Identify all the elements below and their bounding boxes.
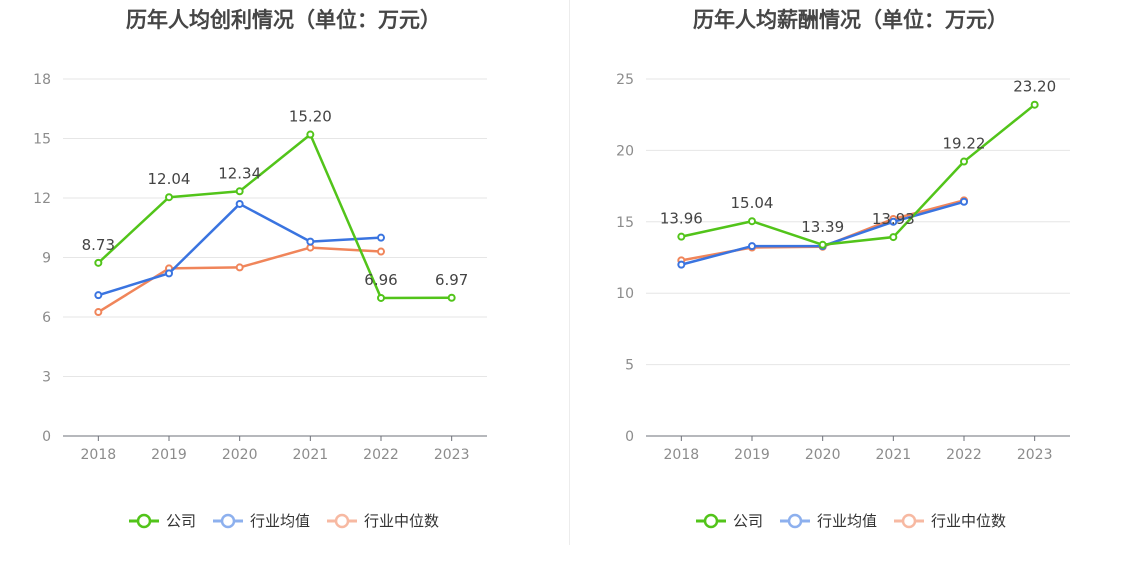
x-tick-label: 2023: [434, 447, 470, 463]
data-label: 13.93: [872, 210, 915, 228]
data-point-industry-avg: [677, 260, 686, 269]
profit-chart: 0 3 6 9 12 15 18 2018 2019 2020 2021 2022 2023 8.73 12…: [33, 72, 487, 463]
data-point-company: [960, 157, 968, 166]
chart-panel-profit: 历年人均创利情况（单位：万元） 0 3 6 9 12 15 18 2018 2019 2020 20…: [0, 8, 567, 531]
y-tick-label: 3: [42, 370, 51, 386]
series-line-company: [681, 103, 1036, 247]
salary-chart: 0 5 10 15 20 25 2018 2019 2020 2021 2022 2023 13.96 1…: [616, 72, 1070, 463]
legend-item-company[interactable]: 公司: [695, 510, 763, 531]
y-tick-label: 18: [33, 72, 51, 88]
y-tick-label: 12: [33, 191, 51, 207]
legend-line-icon: [327, 513, 357, 528]
data-point-industry-avg: [748, 242, 756, 251]
x-tick-label: 2021: [876, 447, 912, 463]
data-point-industry-median: [235, 263, 244, 272]
data-point-industry-median: [94, 308, 103, 317]
chart-title: 历年人均薪酬情况（单位：万元）: [693, 8, 1008, 32]
legend-label: 行业中位数: [364, 512, 440, 530]
y-tick-label: 0: [42, 429, 51, 445]
data-point-industry-avg: [235, 199, 244, 208]
legend-item-industry-median[interactable]: 行业中位数: [326, 510, 439, 531]
data-label: 15.20: [289, 108, 332, 126]
data-label: 13.39: [801, 218, 844, 236]
data-label: 23.20: [1013, 78, 1056, 96]
y-tick-label: 0: [625, 429, 634, 445]
y-tick-label: 25: [616, 72, 634, 88]
legend-label: 行业中位数: [931, 512, 1007, 530]
legend-item-industry-median[interactable]: 行业中位数: [893, 510, 1006, 531]
data-label: 12.04: [148, 170, 191, 188]
x-tick-label: 2018: [664, 447, 700, 463]
legend-line-icon: [695, 513, 726, 528]
legend-item-company[interactable]: 公司: [128, 510, 196, 531]
data-point-industry-avg: [165, 269, 173, 278]
data-point-company: [165, 193, 173, 202]
data-point-company: [377, 293, 385, 302]
legend-item-industry-avg[interactable]: 行业均值: [212, 510, 310, 531]
y-tick-label: 5: [625, 358, 634, 374]
x-tick-label: 2022: [946, 447, 982, 463]
x-tick-label: 2022: [363, 447, 399, 463]
data-point-company: [818, 240, 827, 249]
legend-item-industry-avg[interactable]: 行业均值: [779, 510, 877, 531]
y-tick-label: 9: [42, 251, 51, 267]
data-point-industry-avg: [889, 217, 898, 226]
data-label: 19.22: [943, 135, 986, 153]
data-point-company: [94, 258, 103, 267]
data-point-industry-avg: [377, 233, 385, 242]
x-tick-label: 2019: [151, 447, 187, 463]
data-label: 12.34: [218, 164, 261, 182]
data-label: 15.04: [731, 194, 774, 212]
y-tick-label: 20: [616, 143, 634, 159]
x-tick-label: 2020: [222, 447, 258, 463]
legend-line-icon: [894, 513, 924, 528]
chart-legend: 公司 行业均值 行业中位数: [0, 510, 567, 531]
series-line-company: [97, 133, 452, 300]
legend-label: 公司: [165, 512, 196, 530]
legend-label: 公司: [732, 512, 763, 530]
data-point-company: [447, 293, 456, 302]
y-tick-label: 15: [616, 215, 634, 231]
data-point-industry-avg: [306, 237, 315, 246]
data-label: 13.96: [660, 210, 703, 228]
data-point-industry-avg: [960, 197, 968, 206]
data-point-company: [677, 232, 686, 241]
data-point-industry-avg: [94, 291, 103, 300]
x-tick-label: 2021: [293, 447, 329, 463]
x-tick-label: 2018: [81, 447, 117, 463]
data-label: 6.96: [364, 271, 397, 289]
legend-label: 行业均值: [816, 512, 877, 530]
data-label: 8.73: [82, 236, 115, 254]
y-tick-label: 6: [42, 310, 51, 326]
legend-label: 行业均值: [249, 512, 310, 530]
y-tick-label: 15: [33, 132, 51, 148]
x-tick-label: 2023: [1017, 447, 1053, 463]
x-tick-label: 2019: [734, 447, 770, 463]
x-tick-label: 2020: [805, 447, 841, 463]
y-tick-label: 10: [616, 286, 634, 302]
legend-line-icon: [212, 513, 243, 528]
data-point-company: [306, 130, 315, 139]
chart-title: 历年人均创利情况（单位：万元）: [126, 8, 441, 32]
data-point-industry-median: [377, 247, 385, 256]
chart-panel-salary: 历年人均薪酬情况（单位：万元） 0 5 10 15 20 25 2018 2019 2020 20…: [567, 0, 1134, 582]
data-point-company: [748, 217, 756, 226]
legend-line-icon: [128, 513, 159, 528]
legend-line-icon: [779, 513, 810, 528]
panel-divider: [569, 0, 570, 545]
data-point-company: [1030, 100, 1039, 109]
chart-legend: 公司 行业均值 行业中位数: [567, 510, 1134, 531]
data-point-company: [235, 187, 244, 196]
data-label: 6.97: [435, 271, 468, 289]
data-point-company: [889, 233, 898, 242]
